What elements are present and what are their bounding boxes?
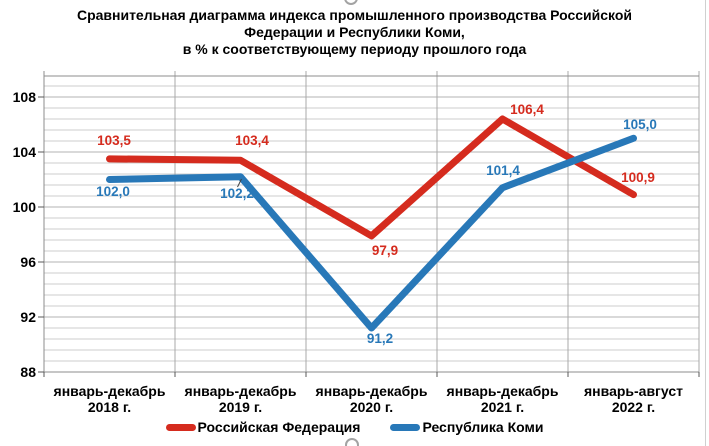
x-axis-label: январь-декабрь 2020 г. [316, 383, 428, 415]
legend-entry-rf: Российская Федерация [165, 419, 361, 435]
data-label: 103,5 [97, 133, 131, 148]
object-border-right [705, 0, 706, 446]
selection-handle-bottom[interactable] [345, 438, 359, 446]
data-label: 97,9 [372, 243, 398, 258]
y-axis-label: 100 [13, 199, 37, 215]
y-axis-label: 92 [20, 309, 36, 325]
legend-label-komi: Республика Коми [422, 419, 544, 435]
data-label: 101,4 [486, 163, 520, 178]
legend-line-marker-blue [390, 423, 421, 431]
x-axis-label: январь-декабрь 2021 г. [447, 383, 559, 415]
legend-line-marker-red [165, 423, 196, 431]
x-axis-label: январь-декабрь 2018 г. [54, 383, 166, 415]
chart-title: Сравнительная диаграмма индекса промышле… [0, 7, 709, 58]
data-label: 102,2 [220, 186, 254, 201]
x-axis-label: январь-август 2022 г. [584, 383, 683, 415]
chart-title-line1: Сравнительная диаграмма индекса промышле… [76, 7, 633, 23]
data-label-leader-line [237, 178, 242, 188]
data-label: 106,4 [510, 102, 544, 117]
chart-title-line2: Федерации и Республики Коми, [244, 24, 465, 40]
chart-title-line3: в % к соответствующему периоду прошлого … [182, 41, 527, 57]
series-line-rf[interactable] [106, 115, 637, 240]
y-axis-label: 88 [20, 364, 36, 380]
y-axis-label: 96 [20, 254, 36, 270]
chart-legend: Российская Федерация Республика Коми [0, 416, 709, 438]
legend-label-rf: Российская Федерация [197, 419, 361, 435]
y-axis-label: 104 [13, 144, 37, 160]
legend-entry-komi: Республика Коми [390, 419, 543, 435]
data-label: 102,0 [96, 184, 130, 199]
data-label: 91,2 [367, 331, 393, 346]
data-label: 103,4 [235, 133, 269, 148]
data-label: 105,0 [623, 117, 657, 132]
series-line-komi[interactable] [106, 134, 637, 332]
y-axis-label: 108 [13, 89, 37, 105]
data-label: 100,9 [621, 170, 655, 185]
x-axis-label: январь-декабрь 2019 г. [185, 383, 297, 415]
